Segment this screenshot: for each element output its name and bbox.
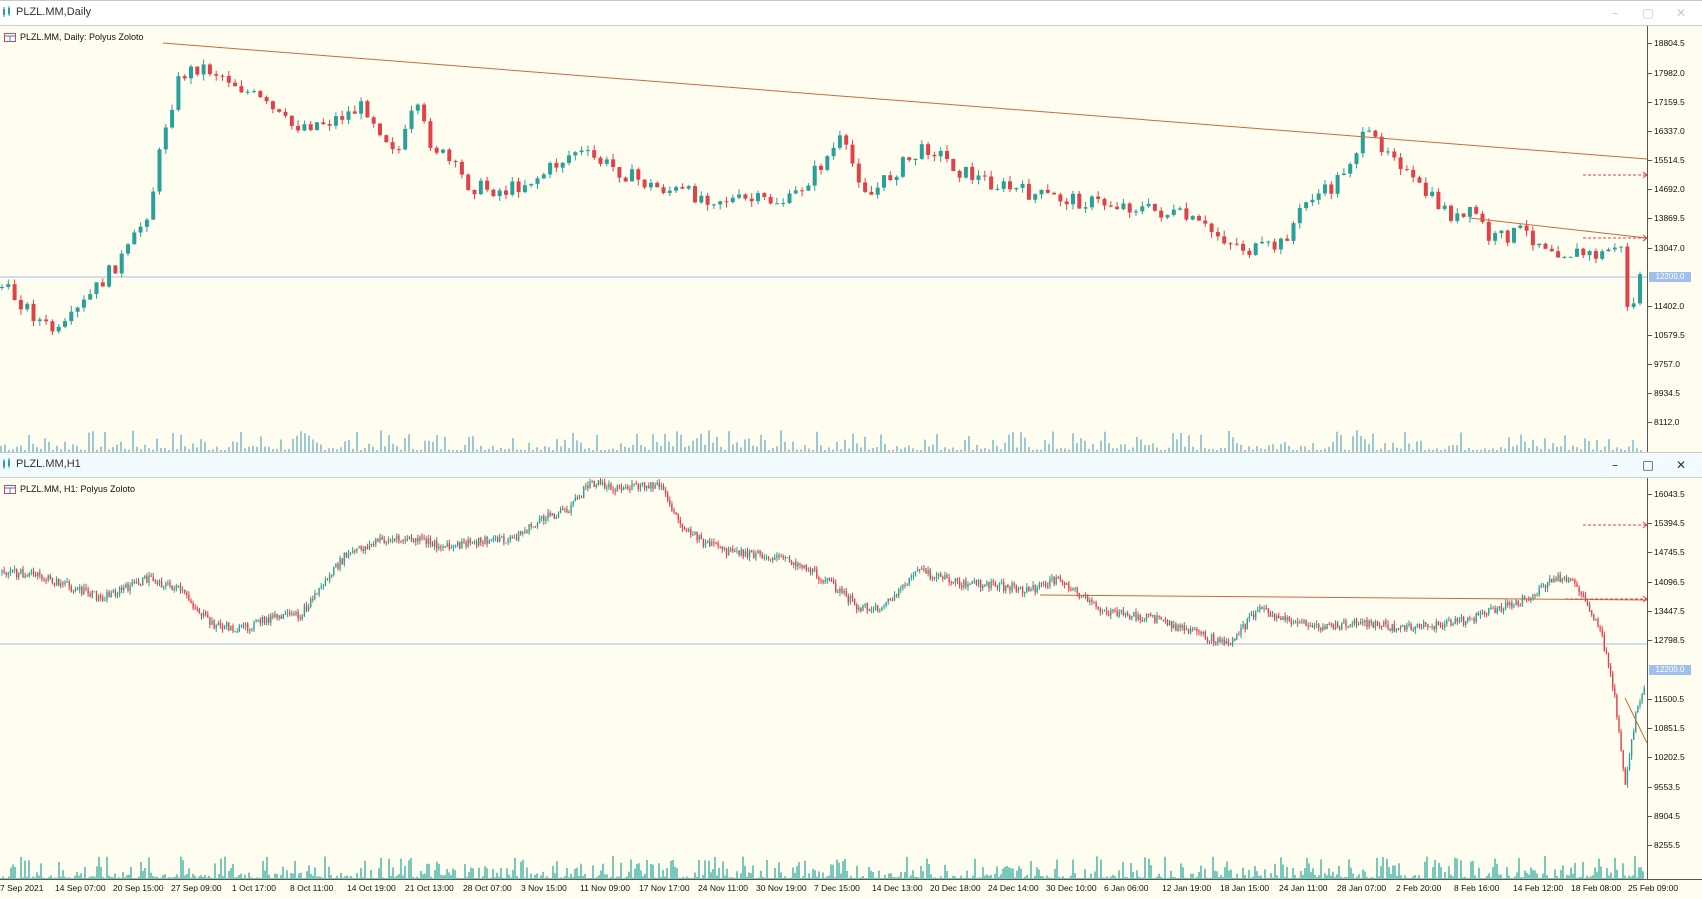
price-tick: 14096.5 bbox=[1648, 577, 1685, 587]
h1-chart-legend: PLZL.MM, H1: Polyus Zoloto bbox=[4, 484, 135, 494]
daily-window-titlebar[interactable]: PLZL.MM,Daily – □ ✕ bbox=[0, 1, 1702, 26]
price-tick: 12798.5 bbox=[1648, 635, 1685, 645]
price-tick: 14745.5 bbox=[1648, 547, 1685, 557]
time-label: 11 Nov 09:00 bbox=[580, 883, 630, 893]
price-tick: 13447.5 bbox=[1648, 606, 1685, 616]
chart-window-icon bbox=[3, 458, 10, 469]
daily-legend-text: PLZL.MM, Daily: Polyus Zoloto bbox=[20, 32, 144, 42]
time-label: 8 Feb 16:00 bbox=[1454, 883, 1500, 893]
maximize-button[interactable]: □ bbox=[1642, 458, 1654, 472]
arrow-head-icon bbox=[1642, 595, 1647, 603]
time-label: 28 Jan 07:00 bbox=[1337, 883, 1387, 893]
price-tick: 13047.0 bbox=[1648, 243, 1685, 253]
price-tick: 10579.5 bbox=[1648, 330, 1685, 340]
price-tick: 9757.0 bbox=[1648, 359, 1680, 369]
symbol-icon bbox=[4, 32, 16, 42]
price-tick: 14692.0 bbox=[1648, 184, 1685, 194]
time-label: 20 Sep 15:00 bbox=[113, 883, 164, 893]
h1-chart-area[interactable]: PLZL.MM, H1: Polyus Zoloto 16043.5 15394… bbox=[0, 478, 1702, 880]
time-label: 17 Nov 17:00 bbox=[639, 883, 690, 893]
time-label: 7 Sep 2021 bbox=[0, 883, 44, 893]
current-price-tag: 12200.0 bbox=[1649, 272, 1691, 282]
time-axis[interactable]: 7 Sep 2021 14 Sep 07:00 20 Sep 15:00 27 … bbox=[0, 879, 1702, 899]
price-tick: 16337.0 bbox=[1648, 126, 1685, 136]
trendline[interactable] bbox=[1469, 217, 1647, 239]
time-label: 21 Oct 13:00 bbox=[405, 883, 454, 893]
price-tick: 11402.0 bbox=[1647, 301, 1685, 311]
price-tick: 11500.5 bbox=[1647, 694, 1685, 704]
price-tick: 13869.5 bbox=[1648, 213, 1685, 223]
daily-chart-legend: PLZL.MM, Daily: Polyus Zoloto bbox=[4, 32, 144, 42]
time-label: 18 Feb 08:00 bbox=[1571, 883, 1622, 893]
time-label: 14 Sep 07:00 bbox=[55, 883, 106, 893]
trendline[interactable] bbox=[1039, 594, 1647, 601]
time-label: 25 Feb 09:00 bbox=[1628, 883, 1679, 893]
chart-window-icon bbox=[3, 6, 10, 17]
arrow-head-icon bbox=[1642, 521, 1647, 529]
time-label: 1 Oct 17:00 bbox=[232, 883, 276, 893]
h1-chart-window[interactable]: PLZL.MM,H1 – □ ✕ PLZL.MM, H1: Polyus Zol… bbox=[0, 452, 1702, 898]
price-tick: 17159.5 bbox=[1648, 97, 1685, 107]
close-button[interactable]: ✕ bbox=[1675, 458, 1687, 472]
arrow-head-icon bbox=[1642, 171, 1647, 179]
time-label: 2 Feb 20:00 bbox=[1396, 883, 1442, 893]
daily-chart-area[interactable]: PLZL.MM, Daily: Polyus Zoloto 18804.5 17… bbox=[0, 26, 1702, 453]
price-tick: 8904.5 bbox=[1648, 811, 1680, 821]
time-label: 14 Dec 13:00 bbox=[872, 883, 923, 893]
time-label: 27 Sep 09:00 bbox=[171, 883, 222, 893]
time-label: 24 Dec 14:00 bbox=[988, 883, 1039, 893]
minimize-button[interactable]: – bbox=[1612, 6, 1618, 20]
time-label: 30 Dec 10:00 bbox=[1046, 883, 1097, 893]
h1-window-titlebar[interactable]: PLZL.MM,H1 – □ ✕ bbox=[0, 453, 1702, 478]
price-tick: 8112.0 bbox=[1647, 417, 1680, 427]
time-label: 6 Jan 06:00 bbox=[1104, 883, 1149, 893]
price-tick: 15394.5 bbox=[1648, 518, 1685, 528]
current-price-tag: 12200.0 bbox=[1649, 665, 1691, 675]
price-tick: 10202.5 bbox=[1648, 752, 1685, 762]
price-candles bbox=[0, 59, 1642, 336]
time-label: 20 Dec 18:00 bbox=[930, 883, 981, 893]
time-label: 3 Nov 15:00 bbox=[521, 883, 567, 893]
price-tick: 17982.0 bbox=[1648, 68, 1685, 78]
price-tick: 9553.5 bbox=[1648, 782, 1680, 792]
h1-price-axis[interactable]: 16043.5 15394.5 14745.5 14096.5 13447.5 … bbox=[1647, 478, 1702, 880]
price-tick: 15514.5 bbox=[1648, 155, 1685, 165]
time-label: 12 Jan 19:00 bbox=[1162, 883, 1212, 893]
price-tick: 16043.5 bbox=[1648, 489, 1685, 499]
close-button[interactable]: ✕ bbox=[1675, 6, 1687, 20]
time-label: 7 Dec 15:00 bbox=[814, 883, 860, 893]
minimize-button[interactable]: – bbox=[1612, 458, 1618, 472]
price-tick: 10851.5 bbox=[1648, 723, 1685, 733]
time-label: 18 Jan 15:00 bbox=[1220, 883, 1270, 893]
price-tick: 18804.5 bbox=[1648, 38, 1685, 48]
time-label: 14 Feb 12:00 bbox=[1513, 883, 1564, 893]
price-tick: 8934.5 bbox=[1648, 388, 1680, 398]
h1-legend-text: PLZL.MM, H1: Polyus Zoloto bbox=[20, 484, 136, 494]
time-label: 14 Oct 19:00 bbox=[347, 883, 396, 893]
price-candles bbox=[1, 478, 1645, 788]
time-label: 8 Oct 11:00 bbox=[290, 883, 334, 893]
trendline[interactable] bbox=[162, 42, 1647, 160]
daily-price-axis[interactable]: 18804.5 17982.0 17159.5 16337.0 15514.5 … bbox=[1647, 26, 1702, 453]
maximize-button[interactable]: □ bbox=[1642, 6, 1654, 20]
h1-window-title: PLZL.MM,H1 bbox=[16, 458, 81, 470]
daily-chart-window[interactable]: PLZL.MM,Daily – □ ✕ PLZL.MM, Daily: Poly… bbox=[0, 0, 1702, 453]
time-label: 24 Jan 11:00 bbox=[1279, 883, 1328, 893]
time-label: 24 Nov 11:00 bbox=[698, 883, 748, 893]
arrow-head-icon bbox=[1642, 234, 1647, 242]
daily-candlestick-chart[interactable] bbox=[0, 26, 1647, 453]
symbol-icon bbox=[4, 484, 16, 494]
volume-bars bbox=[0, 430, 1642, 453]
h1-candlestick-chart[interactable] bbox=[0, 478, 1647, 880]
price-tick: 8255.5 bbox=[1648, 840, 1680, 850]
time-label: 30 Nov 19:00 bbox=[756, 883, 807, 893]
volume-bars bbox=[0, 856, 1644, 880]
trendline[interactable] bbox=[1624, 697, 1647, 744]
time-label: 28 Oct 07:00 bbox=[463, 883, 512, 893]
daily-window-title: PLZL.MM,Daily bbox=[16, 6, 92, 18]
